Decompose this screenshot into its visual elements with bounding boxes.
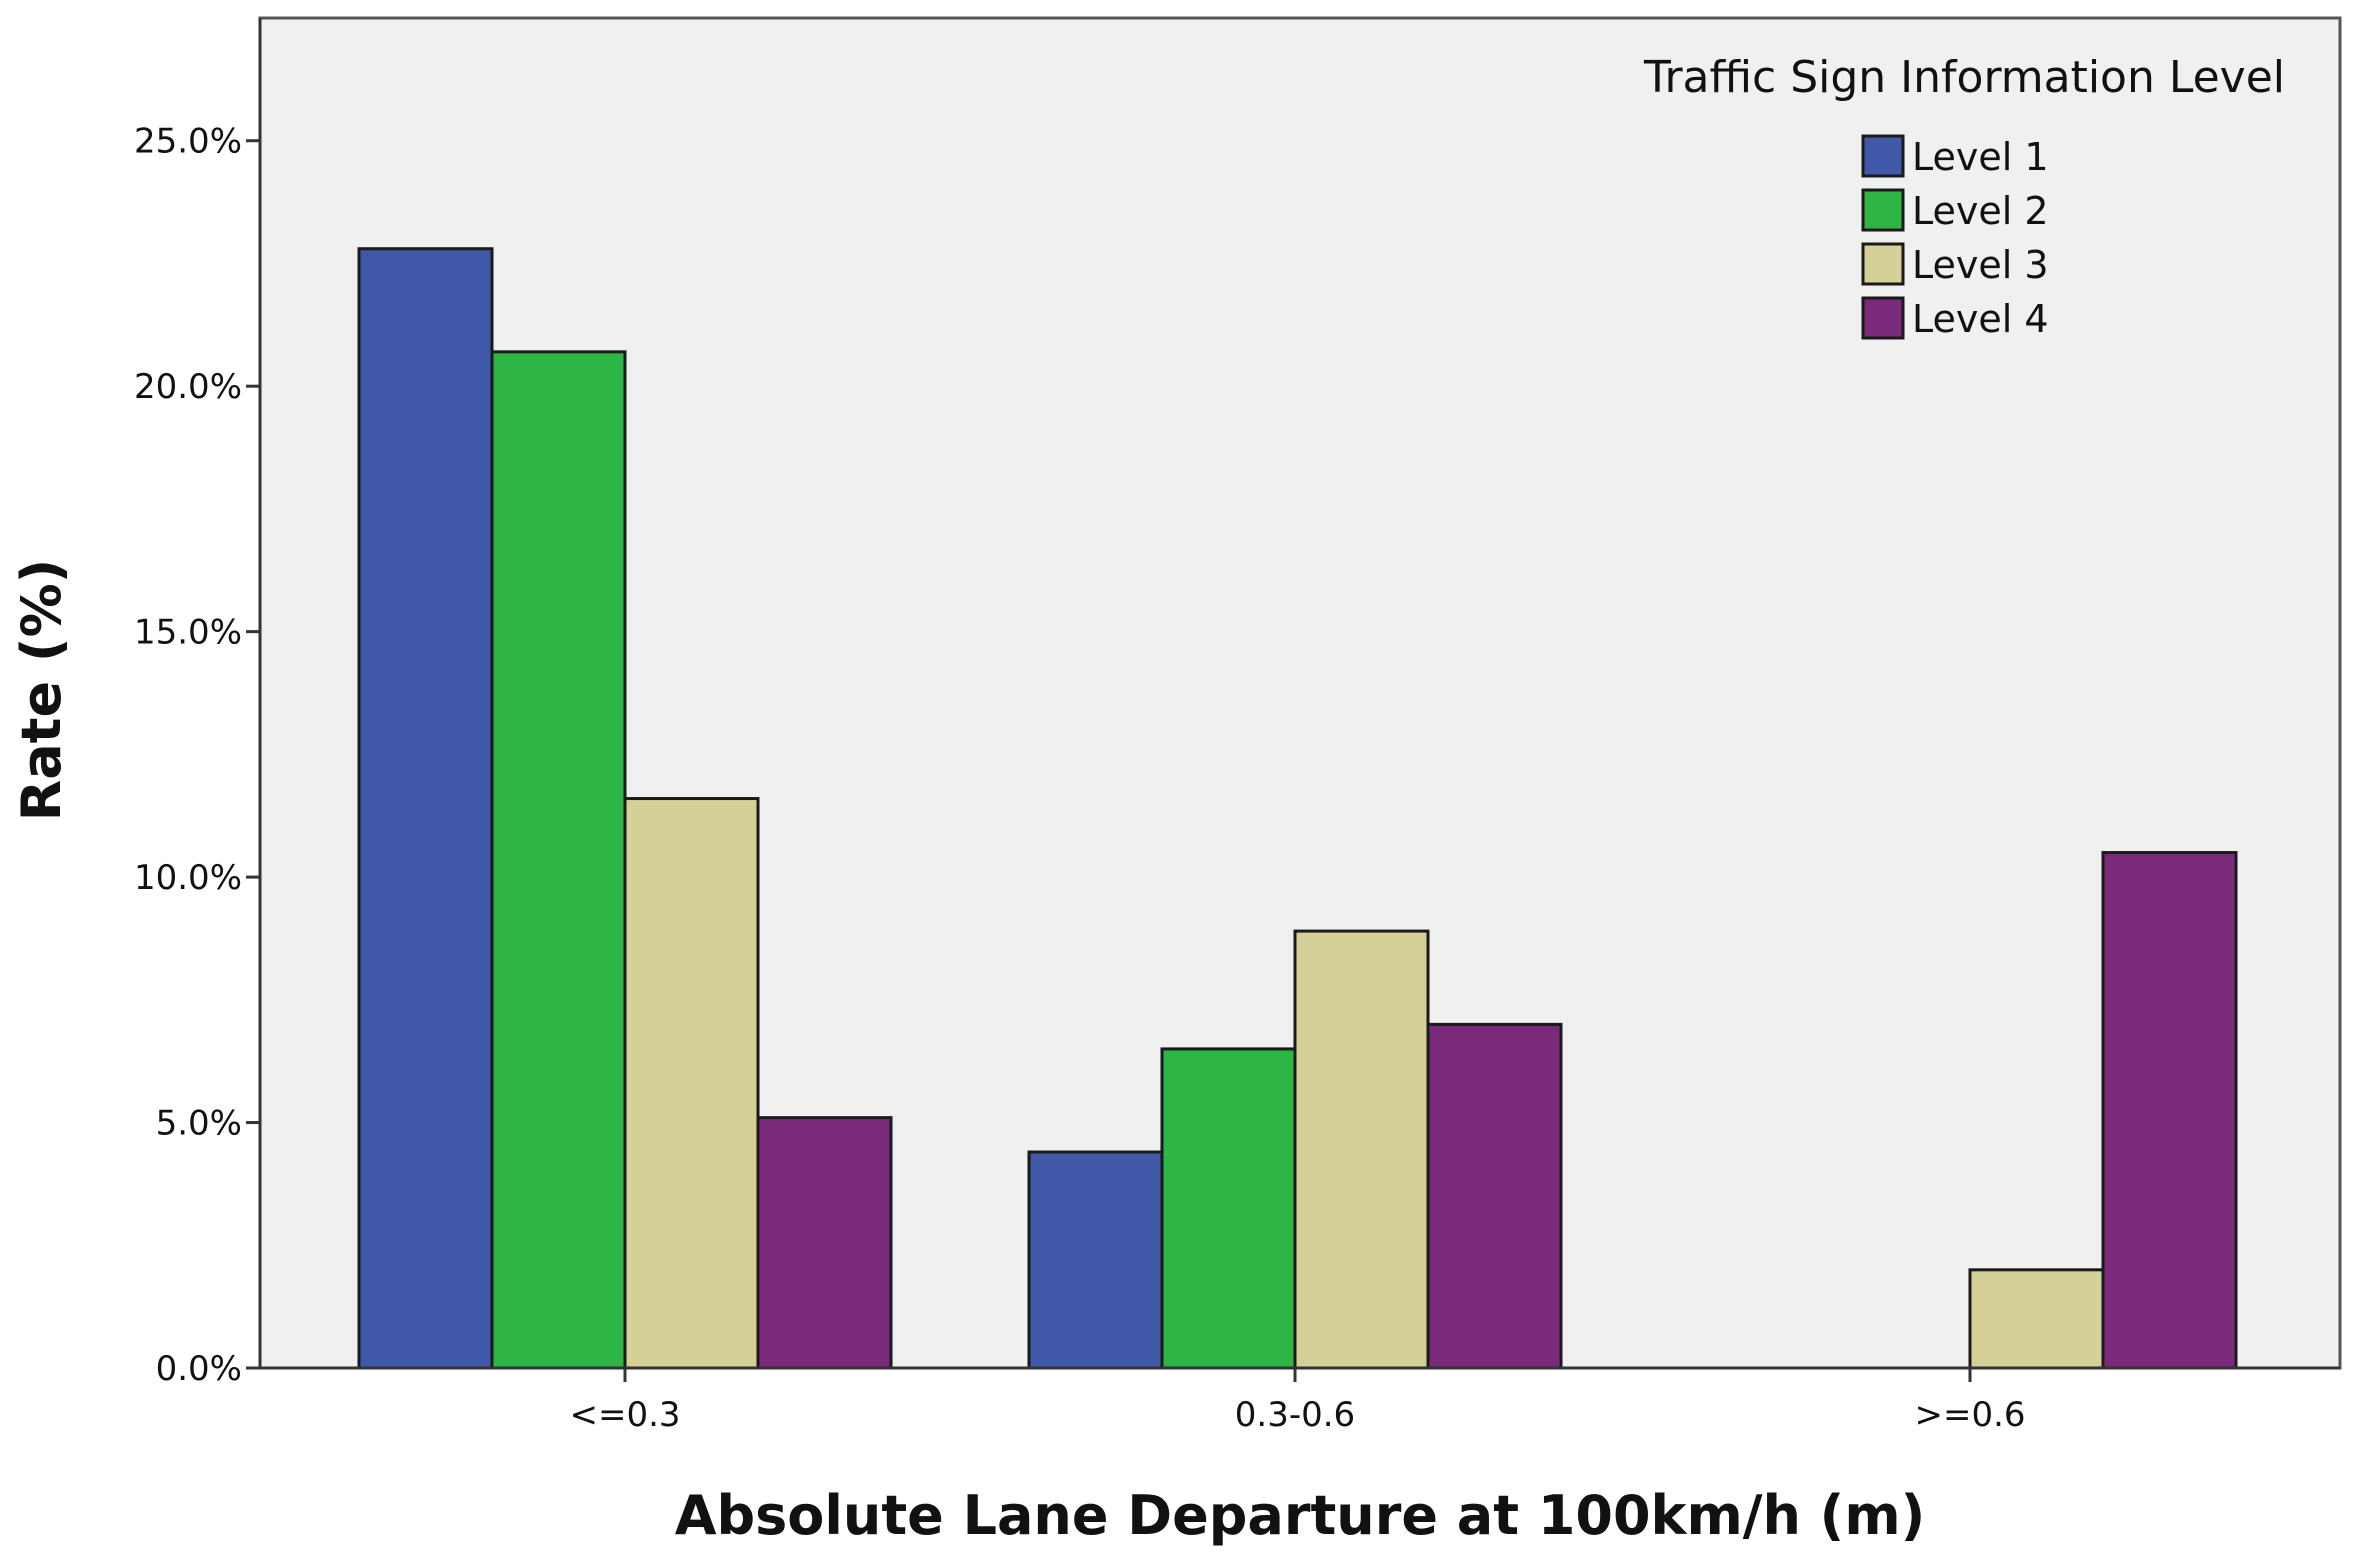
x-tick-label: >=0.6 [1914, 1395, 2025, 1435]
y-axis-title: Rate (%) [10, 559, 73, 822]
legend-swatch-4 [1861, 296, 1905, 340]
bar-level-4-3 [2101, 851, 2238, 1370]
y-tick-label: 5.0% [156, 1104, 242, 1144]
y-tick-label: 20.0% [134, 367, 242, 407]
x-tick-label: <=0.3 [569, 1395, 680, 1435]
legend-swatch-1 [1861, 134, 1905, 178]
bar-level-2-2 [1160, 1047, 1297, 1370]
bar-level-3-2 [1293, 929, 1430, 1370]
bar-level-4-2 [1426, 1022, 1563, 1370]
x-axis-title: Absolute Lane Departure at 100km/h (m) [675, 1484, 1926, 1547]
bars-group [357, 247, 2238, 1370]
legend-label-2: Level 2 [1912, 189, 2049, 233]
legend: Traffic Sign Information Level Level 1 Le… [1643, 52, 2285, 341]
legend-swatch-3 [1861, 242, 1905, 286]
x-tick-label: 0.3-0.6 [1235, 1395, 1355, 1435]
bar-level-2-1 [490, 350, 627, 1370]
bar-level-1-1 [357, 247, 494, 1370]
legend-label-3: Level 3 [1912, 243, 2049, 287]
legend-label-1: Level 1 [1912, 135, 2049, 179]
bar-level-3-1 [623, 797, 760, 1370]
axes-group: 0.0% 5.0% 10.0% 15.0% 20.0% 25.0% <=0.3 0.3-0.6… [134, 18, 2340, 1435]
bar-level-1-2 [1027, 1150, 1164, 1370]
y-tick-label: 25.0% [134, 122, 242, 162]
y-tick-label: 10.0% [134, 858, 242, 898]
legend-label-4: Level 4 [1912, 297, 2049, 341]
bar-level-3-3 [1968, 1268, 2105, 1370]
legend-swatch-2 [1861, 188, 1905, 232]
y-tick-label: 15.0% [134, 613, 242, 653]
y-tick-label: 0.0% [156, 1349, 242, 1389]
legend-title: Traffic Sign Information Level [1643, 52, 2285, 103]
bar-level-4-1 [756, 1116, 893, 1370]
